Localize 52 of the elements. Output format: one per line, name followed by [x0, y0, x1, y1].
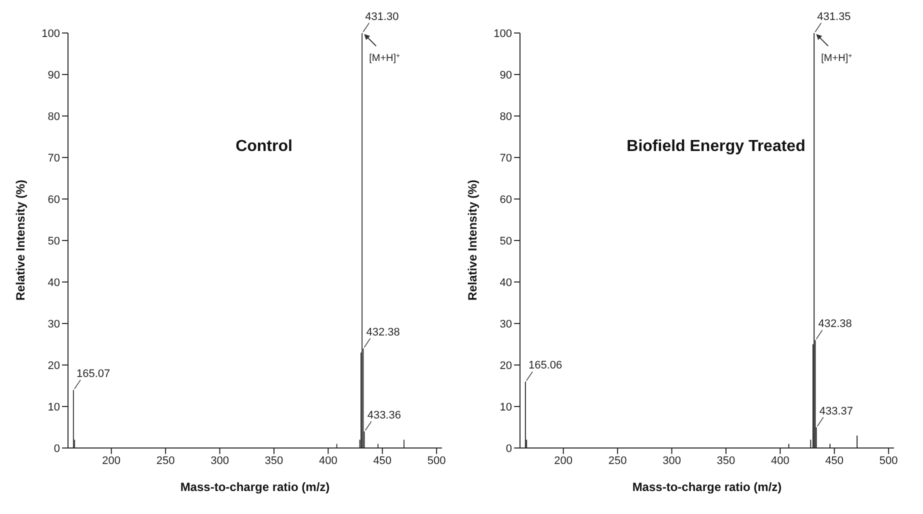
x-tick-label: 250 [608, 454, 627, 467]
y-tick-label: 90 [500, 69, 512, 82]
annotation: 431.30 [365, 11, 399, 23]
x-tick-label: 200 [554, 454, 573, 467]
x-tick-label: 450 [825, 454, 844, 467]
x-tick-label: 300 [210, 454, 229, 467]
y-tick-label: 10 [500, 401, 512, 414]
annotation: [M+H]$^{+}$ [369, 52, 400, 64]
x-axis-title: Mass-to-charge ratio (m/z) [180, 480, 330, 494]
annotation: 432.38 [366, 326, 400, 338]
y-tick-label: 70 [500, 152, 512, 164]
x-tick-label: 350 [264, 454, 284, 467]
y-tick-label: 20 [48, 360, 60, 372]
x-axis-title: Mass-to-charge ratio (m/z) [632, 480, 782, 494]
y-tick-label: 100 [494, 28, 512, 40]
annotation: [M+H]$^{+}$ [821, 52, 852, 64]
x-tick-label: 400 [318, 454, 338, 467]
annotation: 165.06 [528, 360, 562, 372]
y-tick-label: 50 [48, 235, 60, 248]
annotation: 165.07 [76, 368, 110, 380]
x-tick-label: 450 [373, 454, 392, 467]
text: Control [234, 138, 294, 156]
y-tick-label: 60 [48, 194, 60, 206]
x-tick-label: 200 [102, 454, 121, 467]
y-axis-title: Relative Intensity (%) [13, 180, 28, 300]
y-axis-title: Relative Intensity (%) [465, 180, 480, 300]
y-tick-label: 60 [500, 194, 512, 206]
x-tick-label: 400 [770, 454, 790, 467]
y-tick-label: 50 [500, 235, 512, 248]
text: Biofield Energy Treated [626, 138, 806, 156]
y-tick-label: 70 [48, 152, 60, 164]
y-tick-label: 40 [48, 276, 60, 289]
annotation: 433.37 [819, 405, 854, 418]
x-tick-label: 250 [156, 454, 175, 467]
x-tick-label: 500 [879, 454, 898, 467]
y-tick-label: 30 [48, 318, 60, 330]
y-tick-label: 80 [48, 110, 60, 123]
y-tick-label: 80 [500, 110, 512, 123]
annotation: 431.35 [817, 11, 851, 23]
x-tick-label: 300 [662, 454, 681, 467]
y-tick-label: 0 [54, 442, 60, 455]
x-tick-label: 500 [427, 454, 446, 467]
y-tick-label: 30 [500, 318, 512, 330]
annotation: 432.38 [818, 318, 852, 330]
y-tick-label: 40 [500, 276, 512, 289]
y-tick-label: 10 [48, 401, 60, 414]
annotation: 433.36 [367, 409, 401, 422]
y-tick-label: 100 [42, 28, 60, 40]
y-tick-label: 90 [48, 69, 60, 82]
y-tick-label: 20 [500, 360, 512, 372]
x-tick-label: 350 [716, 454, 736, 467]
y-tick-label: 0 [506, 442, 512, 455]
